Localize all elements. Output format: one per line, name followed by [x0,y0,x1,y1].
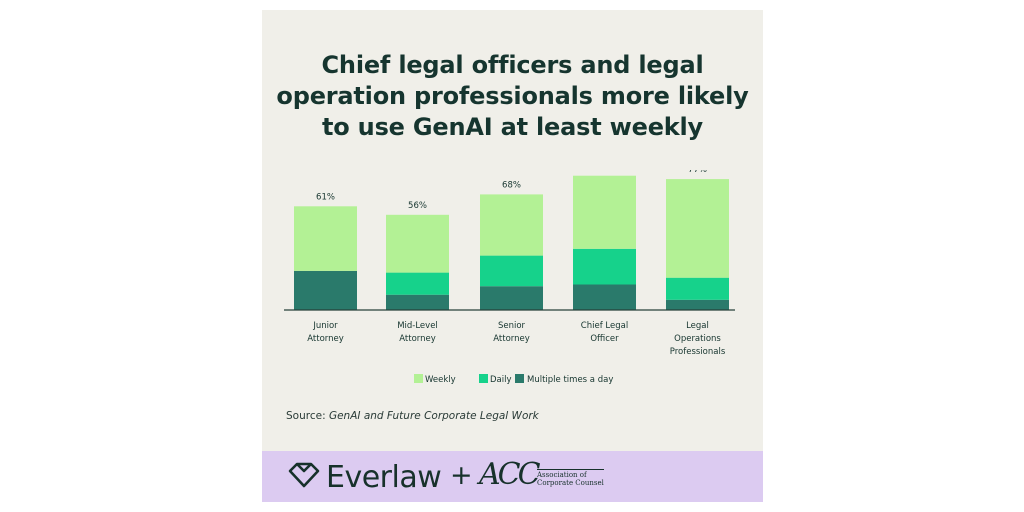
title-line-3: to use GenAI at least weekly [321,113,704,141]
bar-daily-4 [666,277,729,300]
total-label-4: 77% [688,170,707,175]
legend-label-daily: Daily [490,375,512,385]
total-label-1: 56% [408,201,427,211]
title-line-1: Chief legal officers and legal [321,51,704,79]
category-label-0: Junior Attorney [307,321,344,344]
legend-swatch-multiple [515,374,524,383]
bar-daily-2 [480,255,543,287]
acc-name-line-1: Association of [537,471,587,479]
bar-daily-3 [573,248,636,285]
everlaw-logo-icon [288,462,320,488]
bar-weekly-0 [294,206,357,271]
bar-multiple-2 [480,286,543,310]
bar-multiple-1 [386,294,449,310]
bar-weekly-1 [386,214,449,273]
source-title: GenAI and Future Corporate Legal Work [328,410,539,422]
plus-sign: + [450,460,473,491]
title-line-2: operation professionals more likely [276,82,749,110]
infographic-card: Chief legal officers and legal operation… [262,10,763,502]
category-label-4: Legal Operations Professionals [670,321,726,357]
category-label-3: Chief Legal Officer [581,321,628,344]
source-note: Source: GenAI and Future Corporate Legal… [286,410,539,422]
total-label-2: 68% [502,180,521,190]
total-label-3: 79% [595,170,614,172]
acc-name-line-2: Corporate Counsel [537,479,604,487]
bar-multiple-3 [573,284,636,310]
bar-weekly-4 [666,179,729,278]
chart-title: Chief legal officers and legal operation… [262,50,763,143]
bar-weekly-3 [573,175,636,249]
bar-daily-1 [386,272,449,295]
acc-logo-mark: ACC [479,457,541,492]
bar-weekly-2 [480,194,543,256]
total-label-0: 61% [316,192,335,202]
legend-swatch-weekly [414,374,423,383]
acc-logo-text: Association of Corporate Counsel [537,469,604,487]
legend-label-weekly: Weekly [425,375,456,385]
legend-swatch-daily [479,374,488,383]
footer-banner: Everlaw + ACC Association of Corporate C… [262,451,763,502]
legend-label-multiple: Multiple times a day [527,375,613,385]
source-label: Source: [286,410,326,422]
bar-multiple-0 [294,270,357,310]
category-label-1: Mid-Level Attorney [397,321,438,344]
stacked-bar-chart: 61% Junior Attorney 56% Mid-Level Attorney 68%… [284,170,735,385]
category-label-2: Senior Attorney [493,321,530,344]
bar-multiple-4 [666,299,729,310]
everlaw-brand-name: Everlaw [326,460,442,495]
